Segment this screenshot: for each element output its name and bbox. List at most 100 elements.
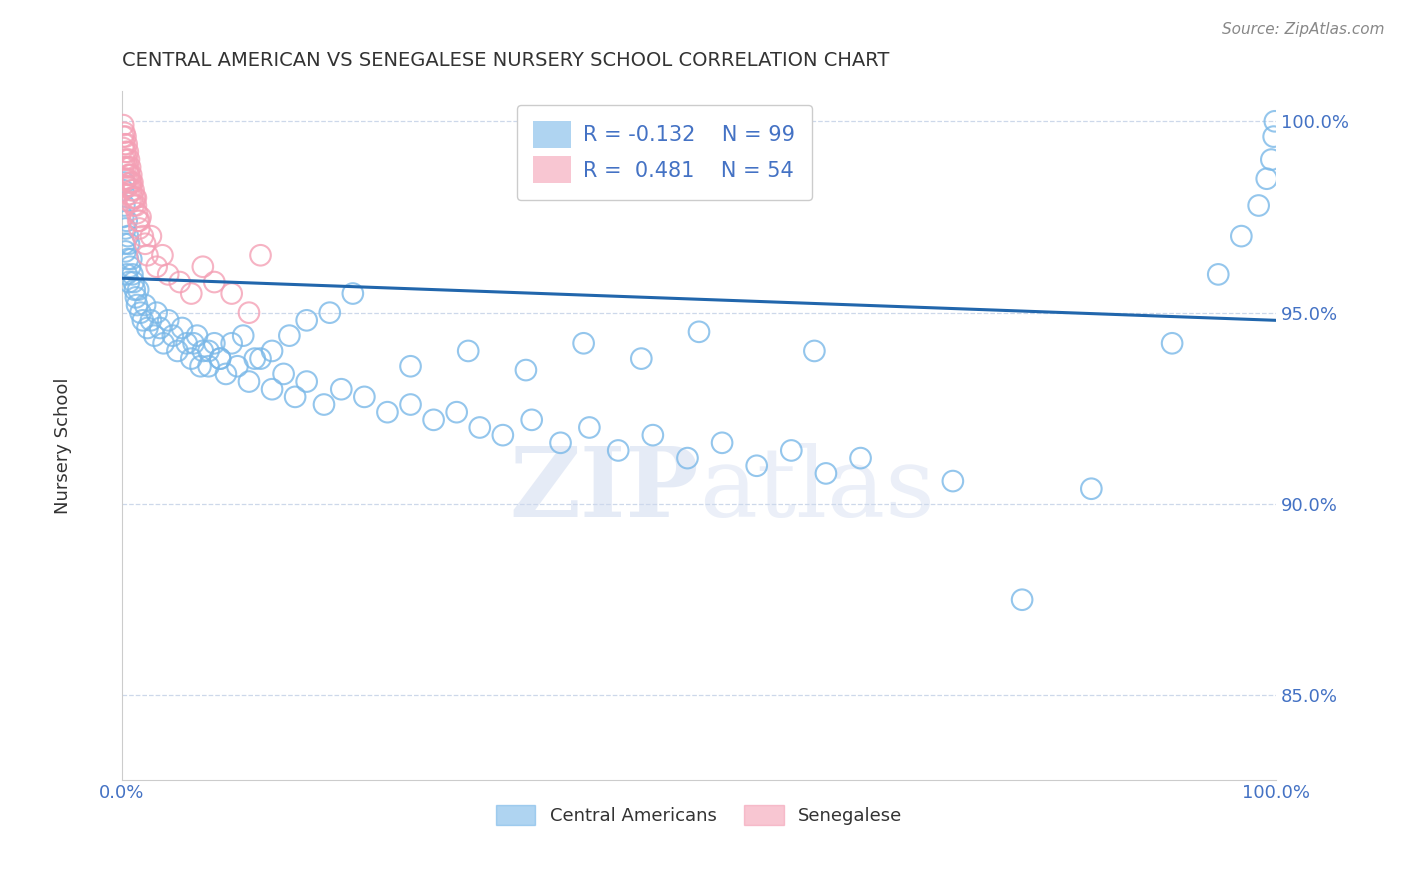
Point	[295, 313, 318, 327]
Point	[249, 248, 271, 262]
Point	[273, 367, 295, 381]
Point	[232, 328, 254, 343]
Point	[112, 141, 135, 155]
Point	[180, 351, 202, 366]
Point	[118, 236, 141, 251]
Point	[132, 229, 155, 244]
Point	[143, 328, 166, 343]
Point	[120, 160, 142, 174]
Point	[849, 451, 872, 466]
Point	[117, 229, 139, 244]
Point	[1011, 592, 1033, 607]
Point	[578, 420, 600, 434]
Point	[1247, 198, 1270, 212]
Point	[121, 191, 143, 205]
Point	[711, 435, 734, 450]
Point	[152, 248, 174, 262]
Point	[114, 179, 136, 194]
Point	[139, 313, 162, 327]
Point	[115, 214, 138, 228]
Point	[121, 176, 143, 190]
Point	[122, 275, 145, 289]
Point	[139, 229, 162, 244]
Text: ZIP: ZIP	[509, 443, 699, 537]
Point	[120, 194, 142, 209]
Point	[118, 187, 141, 202]
Point	[260, 343, 283, 358]
Point	[572, 336, 595, 351]
Point	[520, 413, 543, 427]
Point	[183, 336, 205, 351]
Point	[176, 336, 198, 351]
Text: Nursery School: Nursery School	[55, 377, 72, 515]
Point	[125, 290, 148, 304]
Point	[1161, 336, 1184, 351]
Point	[120, 252, 142, 266]
Point	[122, 198, 145, 212]
Point	[215, 367, 238, 381]
Point	[124, 191, 146, 205]
Point	[136, 321, 159, 335]
Point	[145, 306, 167, 320]
Point	[1230, 229, 1253, 244]
Point	[221, 286, 243, 301]
Point	[112, 126, 135, 140]
Point	[115, 171, 138, 186]
Text: Source: ZipAtlas.com: Source: ZipAtlas.com	[1222, 22, 1385, 37]
Point	[127, 283, 149, 297]
Point	[942, 474, 965, 488]
Point	[278, 328, 301, 343]
Point	[120, 183, 142, 197]
Point	[120, 260, 142, 274]
Point	[468, 420, 491, 434]
Point	[118, 168, 141, 182]
Point	[125, 298, 148, 312]
Point	[197, 343, 219, 358]
Point	[260, 382, 283, 396]
Point	[120, 176, 142, 190]
Text: atlas: atlas	[699, 443, 935, 537]
Point	[134, 298, 156, 312]
Point	[202, 275, 225, 289]
Point	[630, 351, 652, 366]
Point	[112, 118, 135, 132]
Point	[676, 451, 699, 466]
Point	[803, 343, 825, 358]
Point	[1263, 129, 1285, 144]
Point	[180, 286, 202, 301]
Point	[422, 413, 444, 427]
Point	[125, 198, 148, 212]
Point	[446, 405, 468, 419]
Point	[118, 275, 141, 289]
Point	[117, 160, 139, 174]
Point	[1264, 114, 1286, 128]
Point	[112, 183, 135, 197]
Point	[295, 375, 318, 389]
Point	[399, 398, 422, 412]
Point	[114, 160, 136, 174]
Point	[112, 198, 135, 212]
Point	[186, 328, 208, 343]
Point	[243, 351, 266, 366]
Point	[515, 363, 537, 377]
Point	[112, 153, 135, 167]
Point	[114, 221, 136, 235]
Point	[118, 153, 141, 167]
Point	[112, 129, 135, 144]
Point	[1260, 153, 1282, 167]
Legend: Central Americans, Senegalese: Central Americans, Senegalese	[488, 797, 910, 832]
Point	[127, 214, 149, 228]
Point	[112, 171, 135, 186]
Point	[312, 398, 335, 412]
Point	[149, 321, 172, 335]
Point	[112, 160, 135, 174]
Point	[191, 260, 214, 274]
Point	[197, 359, 219, 374]
Point	[457, 343, 479, 358]
Point	[128, 221, 150, 235]
Point	[120, 176, 142, 190]
Point	[190, 359, 212, 374]
Point	[353, 390, 375, 404]
Point	[238, 375, 260, 389]
Point	[124, 283, 146, 297]
